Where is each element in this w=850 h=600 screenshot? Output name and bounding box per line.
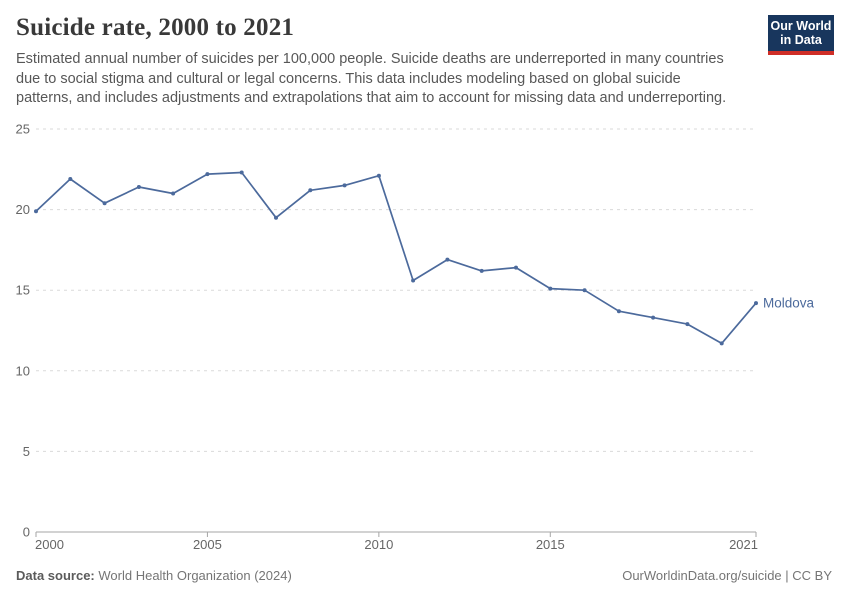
chart-subtitle-line: Estimated annual number of suicides per …: [16, 51, 724, 67]
data-point[interactable]: [616, 309, 621, 314]
series-line-moldova[interactable]: [35, 171, 757, 345]
data-point[interactable]: [445, 257, 450, 262]
x-tick-label: 2005: [193, 537, 222, 552]
data-point[interactable]: [274, 215, 278, 220]
y-tick-label: 10: [16, 363, 30, 378]
data-point[interactable]: [376, 173, 381, 178]
data-point[interactable]: [719, 341, 724, 346]
chart-subtitle-line: due to social stigma and cultural or leg…: [16, 70, 681, 87]
data-point[interactable]: [514, 265, 518, 270]
credit-link[interactable]: OurWorldinData.org/suicide | CC BY: [622, 568, 832, 583]
data-point[interactable]: [651, 315, 656, 320]
data-point[interactable]: [411, 278, 416, 283]
series-end-label[interactable]: Moldova: [763, 296, 815, 311]
chart-subtitle-line: patterns, and includes adjustments and e…: [16, 90, 727, 106]
data-point[interactable]: [136, 185, 141, 189]
x-tick-label: 2010: [364, 537, 393, 552]
owid-logo[interactable]: Our World in Data: [768, 15, 834, 55]
data-point[interactable]: [582, 288, 587, 293]
data-point[interactable]: [342, 183, 347, 188]
data-source-label: Data source:: [16, 568, 95, 583]
data-point[interactable]: [754, 301, 758, 306]
page-title: Suicide rate, 2000 to 2021: [16, 14, 295, 41]
x-tick-label: 2015: [536, 537, 565, 552]
data-point[interactable]: [205, 172, 210, 177]
data-point[interactable]: [171, 191, 176, 196]
y-tick-label: 25: [16, 122, 30, 137]
data-point[interactable]: [68, 177, 73, 181]
chart-footer: Data source: World Health Organization (…: [16, 568, 832, 583]
data-point[interactable]: [102, 201, 107, 206]
chart-subtitle: Estimated annual number of suicides per …: [16, 50, 756, 109]
x-tick-label: 2000: [35, 537, 64, 552]
owid-logo-line1: Our World: [770, 18, 832, 33]
y-tick-label: 15: [16, 283, 30, 298]
data-point[interactable]: [239, 170, 244, 175]
data-point[interactable]: [685, 322, 690, 327]
data-source-text: World Health Organization (2024): [98, 568, 292, 583]
data-point[interactable]: [548, 286, 553, 291]
data-point[interactable]: [479, 268, 484, 273]
data-point[interactable]: [308, 188, 313, 193]
y-tick-label: 20: [16, 202, 30, 217]
owid-logo-line2: in Data: [780, 33, 822, 47]
x-tick-label: 2021: [729, 537, 758, 552]
data-source: Data source: World Health Organization (…: [16, 568, 292, 583]
data-point[interactable]: [34, 209, 38, 214]
y-tick-label: 0: [23, 525, 30, 540]
y-tick-label: 5: [23, 444, 30, 459]
